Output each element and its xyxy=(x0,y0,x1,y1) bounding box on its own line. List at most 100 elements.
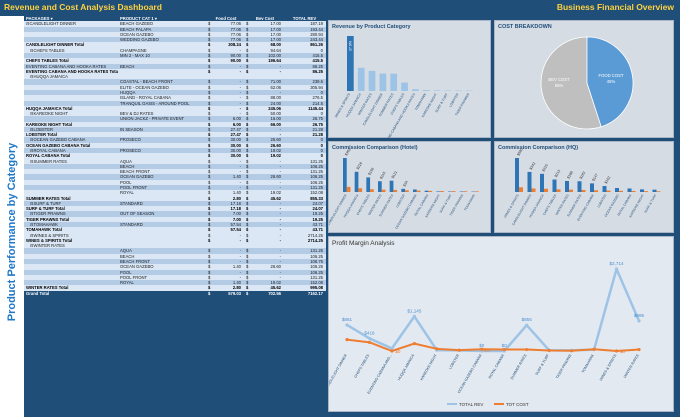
table-row: HUQQA JAMAICA Total $ - $245.06 1145.44 xyxy=(24,105,326,112)
package-cell[interactable]: ⊟LOBSTER xyxy=(30,126,54,132)
table-row: ROYAL CABANA Total $30.00 $19.02 0 xyxy=(24,153,326,159)
margin-point xyxy=(570,349,574,353)
total-rev-cell: 43.71 xyxy=(312,221,323,227)
bev-cost-cell: $68.00 xyxy=(246,42,281,48)
food-cost-cell: $30.00 xyxy=(208,148,241,154)
commission-bar xyxy=(366,177,371,192)
margin-rev-label: $861 xyxy=(342,317,353,322)
bev-cost-cell: $196.64 xyxy=(246,58,281,64)
package-cell: SURF & TURF Total xyxy=(26,206,65,212)
total-rev-cell: 131.25 xyxy=(310,169,323,175)
total-rev-cell: 106.25 xyxy=(310,264,323,270)
revenue-bar xyxy=(412,89,419,91)
bev-cost-cell: $26.60 xyxy=(246,174,281,180)
pivot-table: PACKAGES ▾ PRODUCT CAT 1 ▾ Food Cost Bev Co… xyxy=(24,16,326,296)
commission-bar xyxy=(354,171,359,192)
bev-cost-cell: $ - xyxy=(246,163,281,169)
commission-data-label: $183 xyxy=(579,171,586,180)
package-cell[interactable]: ⊟SURF & TURF xyxy=(30,200,62,206)
margin-point xyxy=(390,346,394,351)
package-cell[interactable]: ⊟WINES & SPIRITS xyxy=(30,232,69,238)
commission-data-label: $216 xyxy=(356,161,363,170)
package-cell[interactable]: ⊟CANDLELIGHT DINNER xyxy=(26,21,76,27)
total-rev-cell: 2714.25 xyxy=(307,232,323,238)
category-cell: OCEAN GAZEBO xyxy=(120,174,154,180)
package-cell[interactable]: ⊟SUMMER RATES xyxy=(30,158,67,164)
food-cost-cell: $1.40 xyxy=(208,280,241,286)
food-cost-cell: $27.47 xyxy=(208,126,241,132)
total-rev-cell: 0 xyxy=(320,153,323,159)
package-cell[interactable]: ⊟KAREOKE NIGHT xyxy=(30,111,68,117)
category-cell: IN SEASON xyxy=(120,126,143,132)
total-rev-cell: 152.08 xyxy=(310,190,323,196)
package-cell[interactable]: ⊟WINTER RATES xyxy=(30,243,65,249)
category-cell: BEACH xyxy=(120,253,135,259)
total-rev-cell: 0 xyxy=(320,111,323,117)
commission-bar xyxy=(381,189,386,192)
package-cell: ROYAL CABANA Total xyxy=(26,153,71,159)
margin-cost-label: $0 xyxy=(395,349,401,354)
total-rev-cell: 106.25 xyxy=(310,179,323,185)
revenue-panel: Revenue by Product Category WINES & SPIR… xyxy=(328,20,491,139)
category-cell: ROYAL xyxy=(120,280,134,286)
sidebar-label: Product Performance by Category xyxy=(6,142,18,322)
table-row: ⊟TIGER PRAWNS OUT OF SEASON $7.00 $ - 19.25 xyxy=(24,211,326,217)
food-cost-cell: $1.40 xyxy=(208,264,241,270)
margin-tick-label: LOBSTER xyxy=(448,353,460,370)
bev-cost-cell: $ - xyxy=(246,132,281,138)
bev-cost-cell: $19.02 xyxy=(246,190,281,196)
package-cell[interactable]: ⊟ROYAL CABANA xyxy=(30,148,66,154)
hotel-panel: Commission Comparison (Hotel) $363 CANDLE… xyxy=(328,141,491,233)
table-row: EVENTING CABANA AND HOOKA RATES BEACH $ - $ -… xyxy=(24,63,326,69)
table-row: ISLAND - ROYAL CABANA $ - $88.00 276.5 xyxy=(24,95,326,101)
margin-point xyxy=(592,347,596,351)
bev-cost-cell: $ - xyxy=(246,179,281,185)
package-cell[interactable]: ⊟HUQQA JAMAICA xyxy=(30,74,68,80)
margin-point xyxy=(367,336,372,341)
margin-tick-label: KAREOKE NIGHT xyxy=(419,353,438,381)
package-cell[interactable]: ⊟TIGER PRAWNS xyxy=(30,211,66,217)
total-rev-cell: 187.19 xyxy=(310,21,323,27)
pie-label-food: FOOD COST xyxy=(599,73,624,78)
bev-cost-cell: $45.62 xyxy=(246,195,281,201)
table-row: POOL FRONT $ - $ - 131.25 xyxy=(24,185,326,191)
margin-point xyxy=(345,323,349,327)
table-row: COASTAL - BEACH FRONT $ - $71.00 239.6 xyxy=(24,79,326,85)
table-row: WEDDING GAZEBO $77.06 $17.00 243.44 xyxy=(24,37,326,43)
table-row: ⊟TOMAHAWK STANDARD $57.54 $ - 43.71 xyxy=(24,221,326,228)
column-header[interactable]: PRODUCT CAT 1 ▾ xyxy=(120,16,157,21)
bev-cost-cell: $24.00 xyxy=(246,100,281,106)
package-cell: KAREOKE NIGHT Total xyxy=(26,121,72,127)
package-cell[interactable]: ⊟CHEFS TABLES xyxy=(30,47,65,53)
total-rev-cell: 26.75 xyxy=(312,116,323,122)
margin-chart: $861$416$1,145$0 $0$855$2,714$995$0 $57 $0C… xyxy=(329,261,645,407)
pie-label-bev-pct: 55% xyxy=(555,83,564,88)
category-cell: OCEAN GAZEBO xyxy=(120,264,154,270)
commission-tick-label: SURF & TURF xyxy=(643,193,657,213)
table-row: ROYAL $1.40 $19.02 152.08 xyxy=(24,190,326,196)
table-header: PACKAGES ▾ PRODUCT CAT 1 ▾ Food Cost Bev Co… xyxy=(24,16,326,22)
grand-total-row: Grand Total $579.03 $702.56 7162.17 xyxy=(24,290,326,296)
table-row: SURF & TURF Total $17.18 $ - 24.07 xyxy=(24,206,326,212)
table-row: ⊟KAREOKE NIGHT BEV & DJ RATES $ - $50.00 0 xyxy=(24,111,326,117)
revenue-bar xyxy=(433,90,441,91)
margin-point xyxy=(367,340,372,344)
food-cost-cell: $ - xyxy=(208,95,241,101)
food-cost-cell: $ - xyxy=(208,105,241,111)
food-cost-cell: $ - xyxy=(208,237,241,243)
commission-bar xyxy=(531,188,536,192)
hotel-chart-title: Commission Comparison (Hotel) xyxy=(332,145,418,151)
food-cost-cell: $ - xyxy=(208,269,241,275)
column-header[interactable]: PACKAGES ▾ xyxy=(26,16,53,21)
bev-cost-cell: $ - xyxy=(246,269,281,275)
bev-cost-cell: $26.60 xyxy=(246,264,281,270)
category-cell: BEACH GAZEBO xyxy=(120,21,154,27)
package-cell[interactable]: ⊟TOMAHAWK xyxy=(30,221,58,227)
total-rev-cell: 19.25 xyxy=(312,211,323,217)
commission-bar xyxy=(519,187,523,192)
package-cell[interactable]: ⊟OCEAN GAZEBO CABANA xyxy=(30,137,86,143)
food-cost-cell: $ - xyxy=(208,68,241,74)
bev-cost-cell: $ - xyxy=(246,185,281,190)
bev-cost-cell: $50.00 xyxy=(246,111,281,117)
commission-bar xyxy=(428,190,433,192)
